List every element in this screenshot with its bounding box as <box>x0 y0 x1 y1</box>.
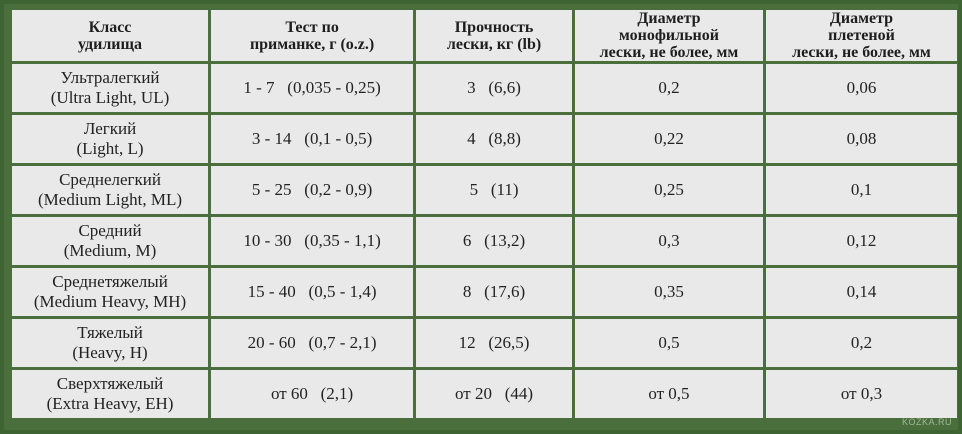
cell-braid-diameter: от 0,3 <box>765 370 957 418</box>
header-line: монофильной <box>618 27 719 44</box>
cell-line-strength: от 20 (44) <box>416 370 572 418</box>
rod-class-ru: Ультралегкий <box>60 68 160 87</box>
table-row: Сверхтяжелый (Extra Heavy, EH) от 60 (2,… <box>12 370 957 418</box>
cell-rod-class: Тяжелый (Heavy, H) <box>12 319 209 367</box>
header-line: плетеной <box>828 27 895 44</box>
rod-class-table: Класс удилища Тест по приманке, г (o.z.)… <box>9 7 960 421</box>
cell-line-strength: 8 (17,6) <box>416 268 572 316</box>
cell-line-strength: 5 (11) <box>416 166 572 214</box>
cell-braid-diameter: 0,08 <box>765 115 957 163</box>
header-line: лески, не более, мм <box>599 44 739 61</box>
rod-class-ru: Средний <box>78 221 142 240</box>
cell-rod-class: Ультралегкий (Ultra Light, UL) <box>12 64 209 112</box>
cell-braid-diameter: 0,1 <box>765 166 957 214</box>
rod-class-en: (Medium Heavy, MH) <box>33 292 187 311</box>
cell-braid-diameter: 0,2 <box>765 319 957 367</box>
table-row: Средний (Medium, M) 10 - 30 (0,35 - 1,1)… <box>12 217 957 265</box>
cell-rod-class: Сверхтяжелый (Extra Heavy, EH) <box>12 370 209 418</box>
rod-class-en: (Medium, M) <box>63 241 157 260</box>
rod-class-en: (Ultra Light, UL) <box>50 88 170 107</box>
cell-mono-diameter: 0,3 <box>574 217 763 265</box>
header-line: лески, не более, мм <box>792 44 931 61</box>
cell-line-strength: 3 (6,6) <box>416 64 572 112</box>
cell-braid-diameter: 0,12 <box>765 217 957 265</box>
table-row: Тяжелый (Heavy, H) 20 - 60 (0,7 - 2,1) 1… <box>12 319 957 367</box>
table-row: Ультралегкий (Ultra Light, UL) 1 - 7 (0,… <box>12 64 957 112</box>
rod-class-en: (Light, L) <box>76 139 144 158</box>
rod-class-ru: Сверхтяжелый <box>56 374 164 393</box>
header-line-strength: Прочность лески, кг (lb) <box>416 10 572 61</box>
rod-class-en: (Extra Heavy, EH) <box>46 394 174 413</box>
rod-class-ru: Легкий <box>83 119 137 138</box>
header-line: Диаметр <box>829 10 894 27</box>
rod-class-en: (Medium Light, ML) <box>38 190 183 209</box>
cell-mono-diameter: 0,2 <box>574 64 763 112</box>
cell-lure-test: 5 - 25 (0,2 - 0,9) <box>211 166 414 214</box>
cell-rod-class: Среднетяжелый (Medium Heavy, MH) <box>12 268 209 316</box>
rod-class-en: (Heavy, H) <box>72 343 148 362</box>
cell-line-strength: 6 (13,2) <box>416 217 572 265</box>
cell-braid-diameter: 0,14 <box>765 268 957 316</box>
cell-rod-class: Легкий (Light, L) <box>12 115 209 163</box>
rod-class-ru: Среднетяжелый <box>52 272 168 291</box>
cell-mono-diameter: 0,22 <box>574 115 763 163</box>
cell-mono-diameter: 0,5 <box>574 319 763 367</box>
cell-rod-class: Средний (Medium, M) <box>12 217 209 265</box>
header-line: Диаметр <box>637 10 701 27</box>
header-rod-class: Класс удилища <box>12 10 209 61</box>
cell-mono-diameter: от 0,5 <box>574 370 763 418</box>
cell-lure-test: 3 - 14 (0,1 - 0,5) <box>211 115 414 163</box>
site-watermark: KOZKA.RU <box>901 417 952 427</box>
table-row: Среднелегкий (Medium Light, ML) 5 - 25 (… <box>12 166 957 214</box>
rod-class-ru: Среднелегкий <box>59 170 161 189</box>
header-line: Класс <box>88 18 132 36</box>
header-line: удилища <box>78 35 143 53</box>
cell-lure-test: от 60 (2,1) <box>211 370 414 418</box>
header-mono-diameter: Диаметр монофильной лески, не более, мм <box>574 10 763 61</box>
header-line: Прочность <box>454 18 534 36</box>
header-lure-test: Тест по приманке, г (o.z.) <box>211 10 414 61</box>
table-row: Среднетяжелый (Medium Heavy, MH) 15 - 40… <box>12 268 957 316</box>
cell-lure-test: 10 - 30 (0,35 - 1,1) <box>211 217 414 265</box>
cell-line-strength: 12 (26,5) <box>416 319 572 367</box>
cell-rod-class: Среднелегкий (Medium Light, ML) <box>12 166 209 214</box>
header-line: Тест по <box>285 18 339 36</box>
cell-lure-test: 1 - 7 (0,035 - 0,25) <box>211 64 414 112</box>
cell-line-strength: 4 (8,8) <box>416 115 572 163</box>
header-line: приманке, г (o.z.) <box>249 35 375 53</box>
cell-lure-test: 15 - 40 (0,5 - 1,4) <box>211 268 414 316</box>
cell-braid-diameter: 0,06 <box>765 64 957 112</box>
table-row: Легкий (Light, L) 3 - 14 (0,1 - 0,5) 4 (… <box>12 115 957 163</box>
table-header-row: Класс удилища Тест по приманке, г (o.z.)… <box>12 10 957 61</box>
header-braid-diameter: Диаметр плетеной лески, не более, мм <box>765 10 957 61</box>
header-line: лески, кг (lb) <box>446 35 542 53</box>
cell-mono-diameter: 0,25 <box>574 166 763 214</box>
cell-mono-diameter: 0,35 <box>574 268 763 316</box>
rod-class-ru: Тяжелый <box>77 323 143 342</box>
table-body: Ультралегкий (Ultra Light, UL) 1 - 7 (0,… <box>12 64 957 418</box>
cell-lure-test: 20 - 60 (0,7 - 2,1) <box>211 319 414 367</box>
